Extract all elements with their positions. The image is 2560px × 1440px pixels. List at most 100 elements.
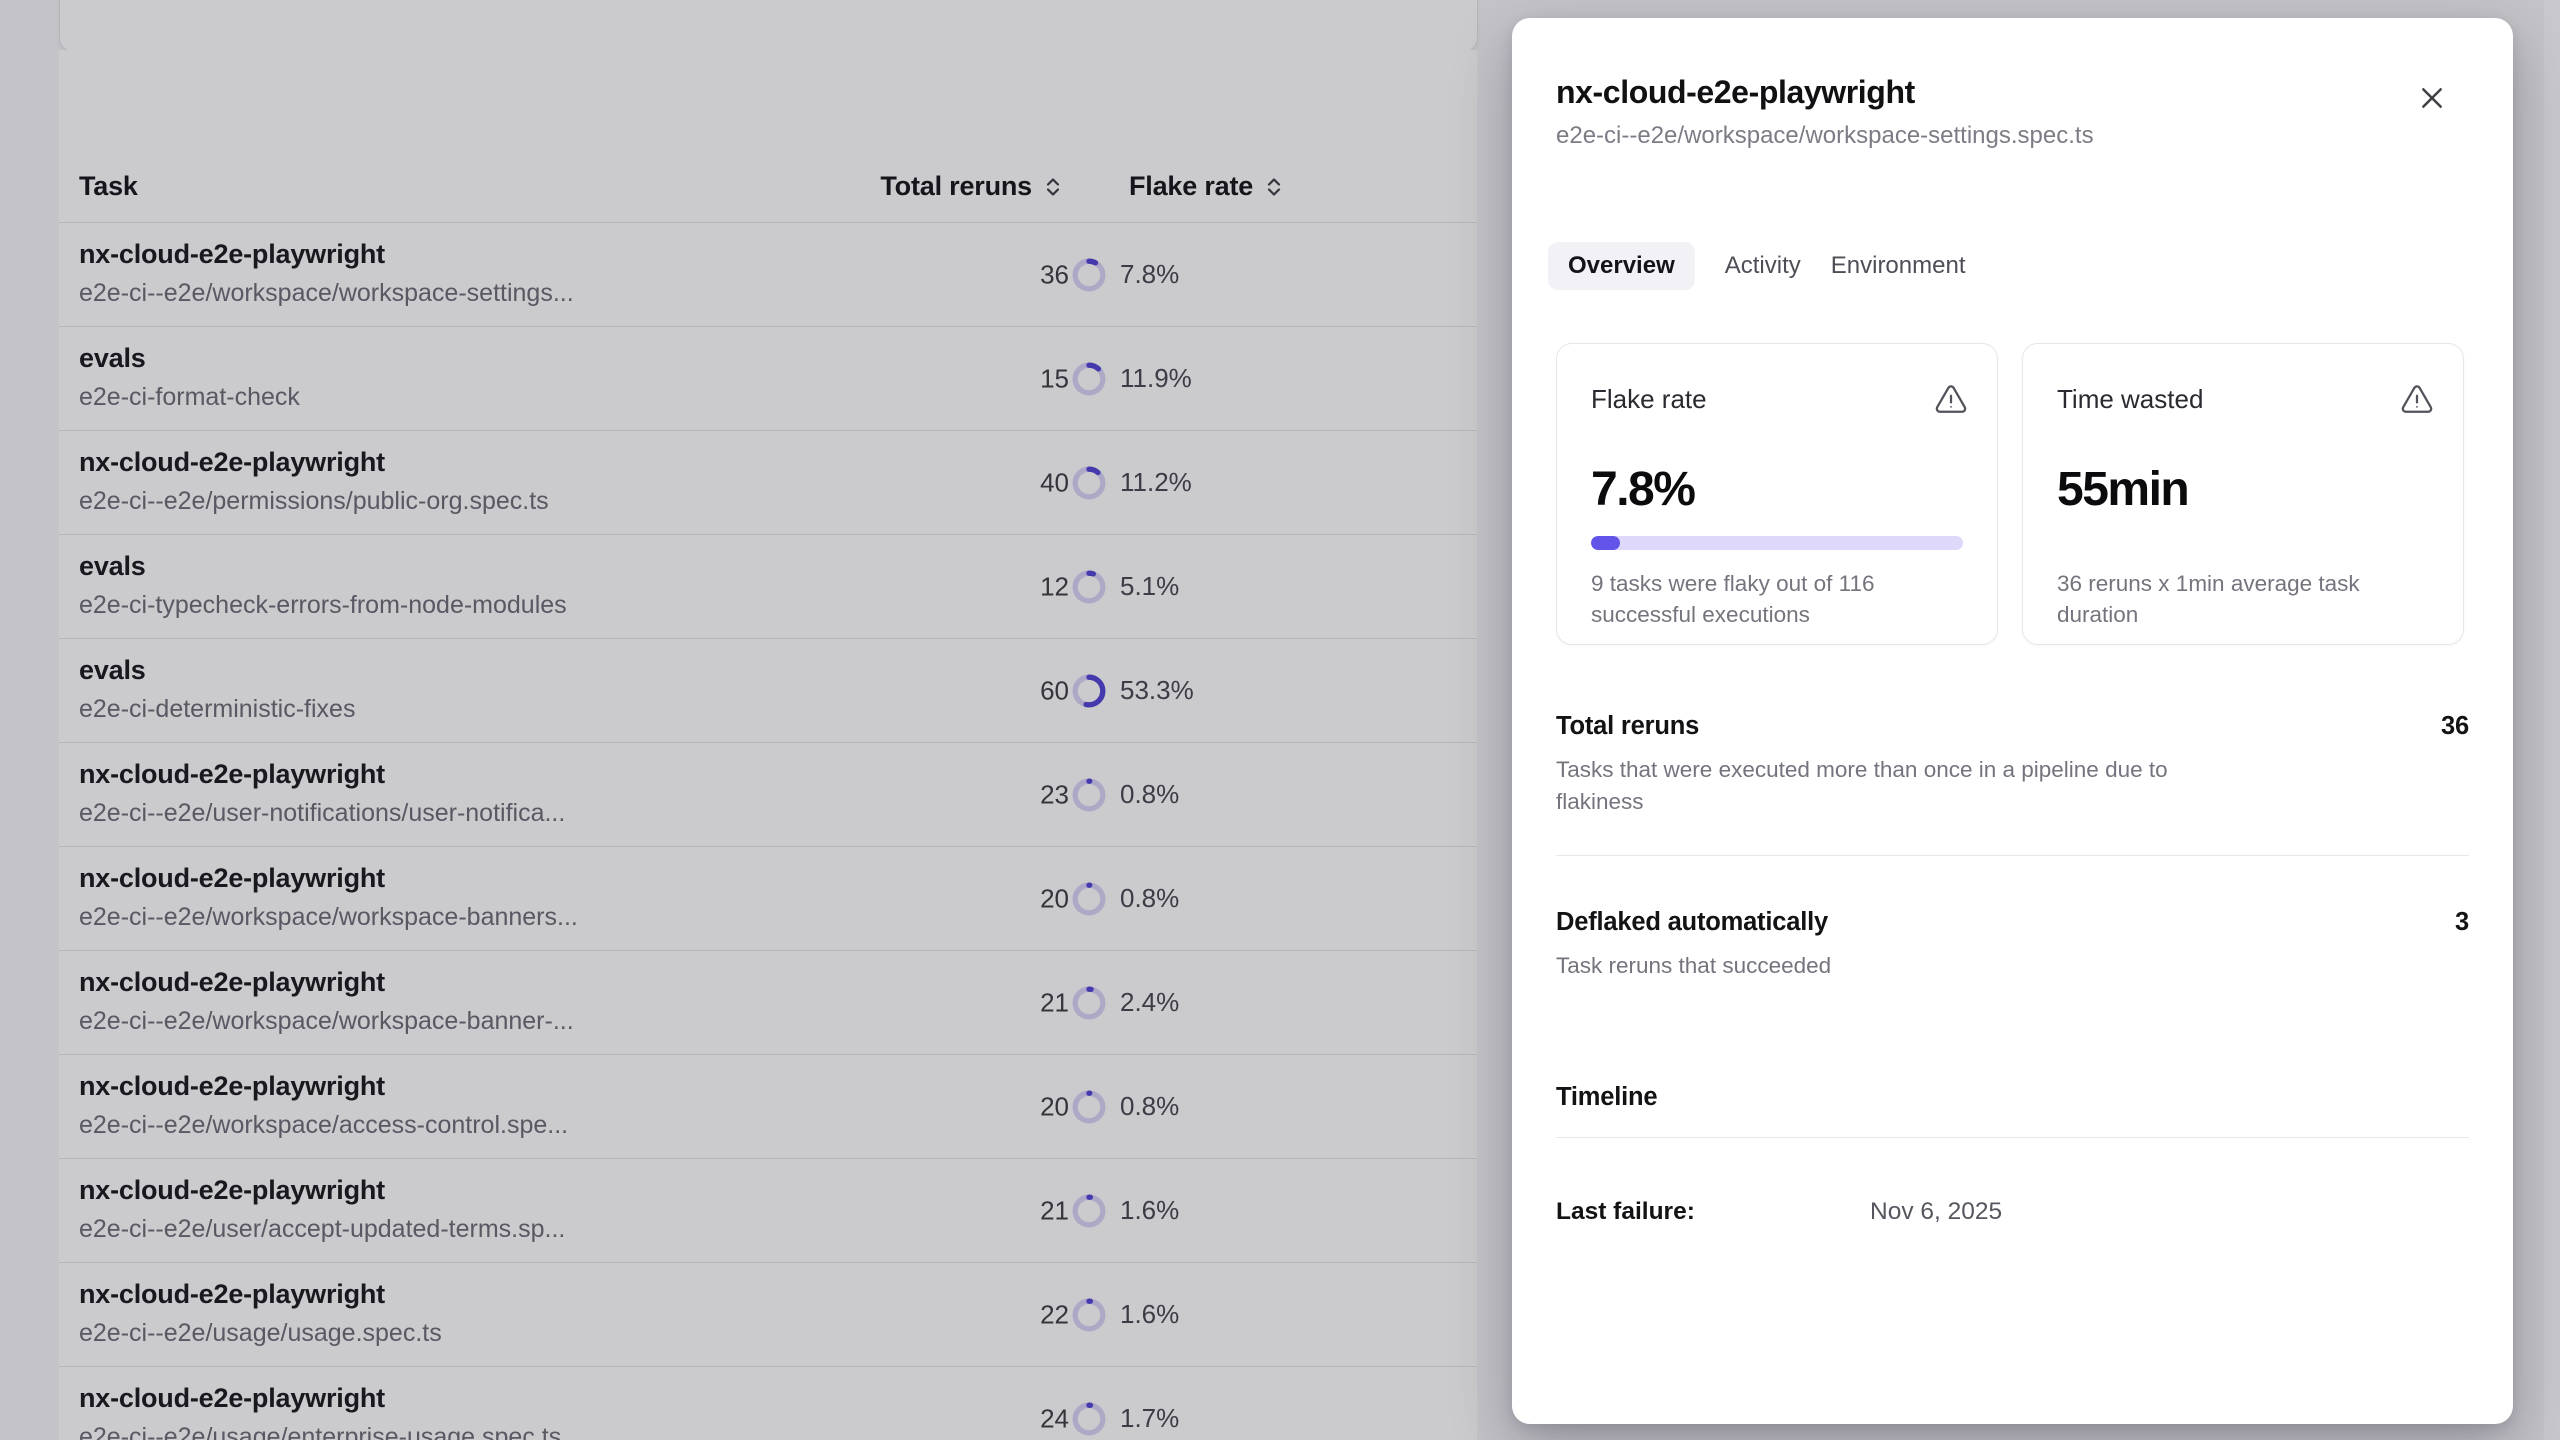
total-reruns-value: 20 [1040,883,1069,913]
table-row[interactable]: nx-cloud-e2e-playwright e2e-ci--e2e/usag… [59,1263,1477,1367]
flake-rate-value: 0.8% [1120,779,1180,809]
table-row[interactable]: evals e2e-ci-deterministic-fixes 60 53.3… [59,639,1477,743]
tab-activity[interactable]: Activity [1724,252,1801,279]
table-row[interactable]: nx-cloud-e2e-playwright e2e-ci--e2e/perm… [59,431,1477,535]
task-path: e2e-ci-typecheck-errors-from-node-module… [79,591,567,619]
total-reruns-value: 15 [1040,363,1069,393]
table-header-row: Task Total reruns Flake rate [59,50,1477,223]
column-header-total-reruns[interactable]: Total reruns [880,171,1065,202]
upper-card [59,0,1478,52]
flake-rate-card: Flake rate 7.8% 9 tasks were flaky out o… [1556,343,1998,645]
flake-rate-cell: 0.8% [1072,882,1179,916]
total-reruns-value: 20 [1040,1091,1069,1121]
warning-triangle-icon[interactable] [1933,382,1969,418]
flake-rate-value: 1.6% [1120,1299,1180,1329]
flake-rate-value: 0.8% [1120,1091,1180,1121]
time-wasted-card-title: Time wasted [2057,384,2204,414]
progress-ring-icon [1072,1090,1106,1123]
table-row[interactable]: nx-cloud-e2e-playwright e2e-ci--e2e/work… [59,847,1477,951]
flake-rate-value: 2.4% [1120,987,1180,1017]
task-name: nx-cloud-e2e-playwright [79,1279,385,1309]
flake-progress-fill [1591,536,1621,550]
sort-chevron-up-down-icon [1046,177,1060,196]
task-path: e2e-ci--e2e/workspace/workspace-banner-.… [79,1007,574,1035]
flake-rate-cell: 1.7% [1072,1402,1179,1436]
task-name: nx-cloud-e2e-playwright [79,759,385,789]
table-row[interactable]: evals e2e-ci-format-check 15 11.9% [59,327,1477,431]
task-name: evals [79,343,146,373]
flake-rate-value: 5.1% [1120,571,1180,601]
flake-rate-card-title: Flake rate [1591,384,1707,414]
progress-ring-icon [1072,1298,1106,1331]
table-row[interactable]: nx-cloud-e2e-playwright e2e-ci--e2e/work… [59,951,1477,1055]
last-failure-label: Last failure: [1556,1198,1695,1225]
column-header-flake-rate-label: Flake rate [1129,171,1254,201]
panel-subtitle: e2e-ci--e2e/workspace/workspace-settings… [1556,122,2094,149]
task-path: e2e-ci--e2e/usage/usage.spec.ts [79,1319,442,1347]
task-path: e2e-ci--e2e/usage/enterprise-usage.spec.… [79,1423,562,1440]
flake-rate-caption: 9 tasks were flaky out of 116 successful… [1591,571,1875,627]
tab-overview[interactable]: Overview [1548,242,1695,290]
progress-ring-icon [1072,1194,1106,1227]
tab-environment[interactable]: Environment [1830,252,1966,279]
flake-rate-cell: 1.6% [1072,1194,1179,1228]
deflaked-section-header: Deflaked automatically 3 [1556,908,2469,937]
total-reruns-value: 60 [1040,675,1069,705]
table-row[interactable]: nx-cloud-e2e-playwright e2e-ci--e2e/work… [59,1055,1477,1159]
total-reruns-value: 12 [1040,571,1069,601]
table-row[interactable]: nx-cloud-e2e-playwright e2e-ci--e2e/user… [59,1159,1477,1263]
total-reruns-count: 36 [2441,712,2469,740]
task-path: e2e-ci--e2e/workspace/access-control.spe… [79,1111,569,1139]
progress-ring-icon [1072,778,1106,811]
task-path: e2e-ci--e2e/user/accept-updated-terms.sp… [79,1215,566,1243]
flake-rate-value: 7.8% [1120,259,1180,289]
table-row[interactable]: nx-cloud-e2e-playwright e2e-ci--e2e/work… [59,223,1477,327]
column-header-total-reruns-label: Total reruns [880,171,1032,201]
total-reruns-value: 40 [1040,467,1069,497]
time-wasted-caption: 36 reruns x 1min average task duration [2057,571,2360,627]
flake-rate-value: 11.9% [1120,363,1192,393]
warning-triangle-icon[interactable] [2399,382,2435,418]
column-header-task[interactable]: Task [79,171,138,201]
progress-ring-icon [1072,362,1106,395]
task-path: e2e-ci-format-check [79,383,300,411]
flake-rate-cell: 11.2% [1072,466,1192,500]
task-name: nx-cloud-e2e-playwright [79,1071,385,1101]
task-name: nx-cloud-e2e-playwright [79,863,385,893]
progress-ring-icon [1072,1402,1106,1435]
flake-rate-cell: 2.4% [1072,986,1179,1020]
total-reruns-value: 36 [1040,259,1069,289]
progress-ring-icon [1072,986,1106,1019]
time-wasted-card: Time wasted 55min 36 reruns x 1min avera… [2022,343,2464,645]
total-reruns-value: 23 [1040,779,1069,809]
flake-rate-value: 11.2% [1120,467,1192,497]
task-name: evals [79,551,146,581]
timeline-heading: Timeline [1556,1083,1658,1111]
total-reruns-value: 22 [1040,1299,1069,1329]
table-row[interactable]: evals e2e-ci-typecheck-errors-from-node-… [59,535,1477,639]
progress-ring-icon [1072,570,1106,603]
deflaked-caption: Task reruns that succeeded [1556,953,1832,978]
total-reruns-section-header: Total reruns 36 [1556,712,2469,741]
flake-rate-cell: 53.3% [1072,674,1194,708]
column-header-flake-rate[interactable]: Flake rate [1129,171,1286,202]
section-divider [1556,1137,2469,1138]
table-row[interactable]: nx-cloud-e2e-playwright e2e-ci--e2e/user… [59,743,1477,847]
task-path: e2e-ci-deterministic-fixes [79,695,356,723]
total-reruns-caption: Tasks that were executed more than once … [1556,757,2168,814]
progress-ring-icon [1072,466,1106,499]
close-button[interactable] [2410,76,2454,120]
last-failure-value: Nov 6, 2025 [1870,1198,2003,1225]
flake-rate-value: 1.7% [1120,1403,1180,1433]
table-row[interactable]: nx-cloud-e2e-playwright e2e-ci--e2e/usag… [59,1367,1477,1440]
deflaked-heading: Deflaked automatically [1556,908,1828,936]
flake-rate-cell: 7.8% [1072,258,1179,292]
task-path: e2e-ci--e2e/user-notifications/user-noti… [79,799,566,827]
progress-ring-icon [1072,674,1106,707]
page-scrollbar[interactable] [2544,0,2560,1440]
progress-ring-icon [1072,882,1106,915]
flake-rate-cell: 1.6% [1072,1298,1179,1332]
task-name: nx-cloud-e2e-playwright [79,1383,385,1413]
timeline-section-header: Timeline [1556,1083,2469,1112]
